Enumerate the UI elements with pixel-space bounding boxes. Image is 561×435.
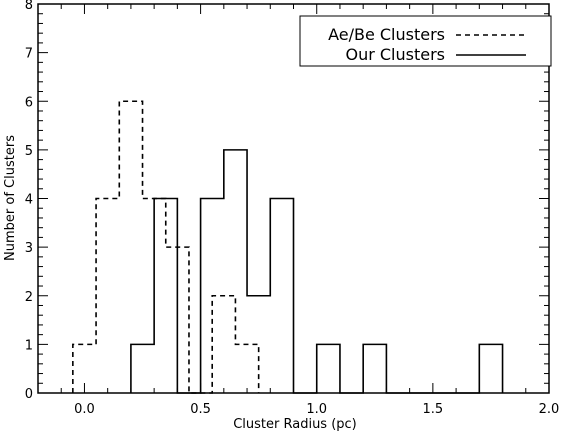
y-tick-label: 6: [25, 95, 33, 110]
x-tick-label: 0.5: [190, 402, 211, 417]
histogram-bin: [212, 296, 235, 393]
y-tick-label: 3: [25, 241, 33, 256]
y-tick-label: 8: [25, 0, 33, 13]
histogram-bin: [96, 199, 119, 394]
y-tick-label: 7: [25, 47, 33, 62]
legend-label: Our Clusters: [345, 45, 445, 64]
histogram-bin: [317, 344, 340, 393]
y-axis-label: Number of Clusters: [3, 135, 18, 261]
x-tick-label: 0.0: [74, 402, 95, 417]
series-layer: [72, 100, 504, 394]
x-axis: 0.0 0.5 1.0 1.5 2.0: [60, 4, 560, 417]
x-tick-label: 1.0: [306, 402, 327, 417]
x-tick-label: 2.0: [539, 402, 560, 417]
y-tick-label: 1: [25, 338, 33, 353]
y-tick-label: 0: [25, 387, 33, 402]
series-line-our-clusters: [130, 149, 504, 394]
y-tick-label: 4: [25, 193, 33, 208]
x-axis-label: Cluster Radius (pc): [233, 417, 357, 432]
histogram-bin: [479, 344, 502, 393]
x-tick-label: 1.5: [423, 402, 444, 417]
histogram-bin: [363, 344, 386, 393]
histogram-bin: [154, 199, 177, 394]
histogram-bin: [270, 199, 293, 394]
y-tick-label: 2: [25, 290, 33, 305]
histogram-bin: [131, 344, 154, 393]
y-tick-label: 5: [25, 144, 33, 159]
series-line-ae-be-clusters: [72, 100, 260, 394]
histogram-bin: [224, 150, 247, 393]
legend-box: [299, 15, 552, 67]
legend-label: Ae/Be Clusters: [328, 25, 445, 44]
histogram-bin: [235, 344, 258, 393]
